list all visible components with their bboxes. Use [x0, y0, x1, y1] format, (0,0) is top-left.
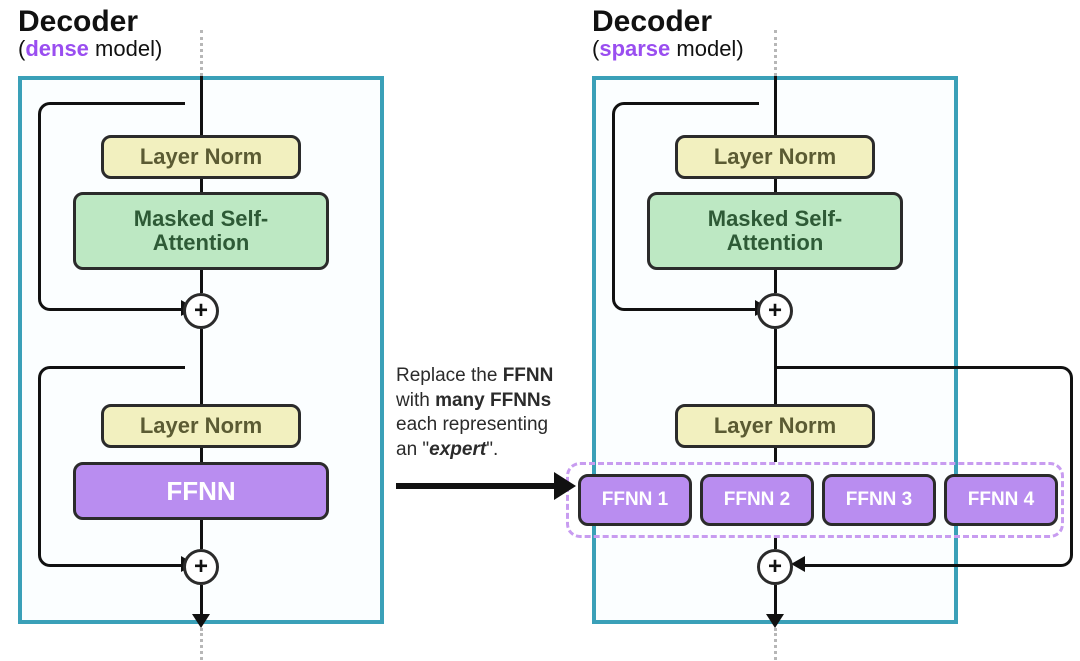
left-top-dash — [200, 30, 203, 76]
right-subtitle: (sparse model) — [592, 36, 744, 62]
right-bot-dash — [774, 628, 777, 660]
right-residual-add-2: + — [757, 549, 793, 585]
diagram-canvas: Decoder(dense model)Decoder(sparse model… — [0, 0, 1080, 661]
left-line-ffnn-plus2 — [200, 520, 203, 549]
right-line-in — [774, 76, 777, 135]
caption-line-3: an "expert". — [396, 438, 578, 463]
replace-arrow-shaft — [396, 483, 554, 489]
right-top-dash — [774, 30, 777, 76]
expert-ffnn-2: FFNN 2 — [700, 474, 814, 526]
right-line-group-plus2 — [774, 538, 777, 549]
right-output-arrow — [766, 614, 784, 628]
left-residual-add-1: + — [183, 293, 219, 329]
right-skip-1 — [612, 102, 759, 311]
expert-ffnn-1: FFNN 1 — [578, 474, 692, 526]
right-title: Decoder — [592, 6, 744, 38]
replace-caption: Replace the FFNNwith many FFNNseach repr… — [396, 364, 578, 463]
caption-line-1: with many FFNNs — [396, 389, 578, 414]
left-line-ln2-ffnn — [200, 448, 203, 462]
right-skip-2-top-ext — [775, 366, 964, 369]
left-residual-add-2: + — [183, 549, 219, 585]
left-line-in — [200, 76, 203, 135]
caption-line-0: Replace the FFNN — [396, 364, 578, 389]
right-skip-2-bot-ext — [803, 564, 964, 567]
right-residual-add-1: + — [757, 293, 793, 329]
right-line-ln1-attn — [774, 179, 777, 192]
left-line-mid — [200, 329, 203, 404]
expert-ffnn-3: FFNN 3 — [822, 474, 936, 526]
caption-line-2: each representing — [396, 413, 578, 438]
left-skip-2 — [38, 366, 185, 567]
right-title-block: Decoder(sparse model) — [592, 6, 744, 62]
left-line-attn-plus1 — [200, 270, 203, 293]
left-skip-1 — [38, 102, 185, 311]
right-skip-2 — [961, 366, 1073, 567]
left-title-block: Decoder(dense model) — [18, 6, 162, 62]
left-output-arrow — [192, 614, 210, 628]
right-skip-2-arrowhead — [791, 556, 805, 572]
left-line-ln1-attn — [200, 179, 203, 192]
right-layernorm-2: Layer Norm — [675, 404, 875, 448]
left-subtitle: (dense model) — [18, 36, 162, 62]
left-title: Decoder — [18, 6, 162, 38]
left-bot-dash — [200, 628, 203, 660]
right-line-attn-plus1 — [774, 270, 777, 293]
right-line-ln2-group — [774, 448, 777, 462]
replace-arrow-head — [554, 472, 576, 500]
